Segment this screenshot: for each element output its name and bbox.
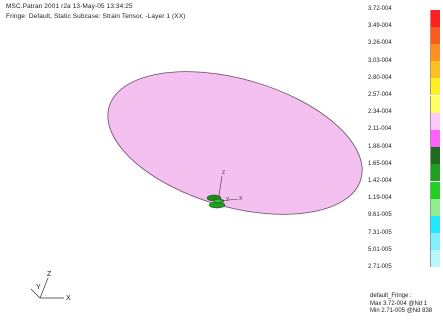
legend-swatch bbox=[430, 95, 440, 113]
legend-swatch bbox=[430, 250, 440, 268]
disc-surface bbox=[107, 71, 363, 215]
fringe-name: default_Fringe : bbox=[370, 293, 412, 299]
fringe-legend: 3.72-004 3.49-004 3.26-004 3.03-004 2.80-004… bbox=[368, 6, 440, 271]
fringe-max: Max 3.72-004 @Nd 1 bbox=[370, 300, 428, 307]
legend-value: 3.03-004 bbox=[368, 57, 392, 64]
fringe-min: Min 2.71-005 @Nd 838 bbox=[370, 308, 433, 314]
legend-value: 5.01-005 bbox=[368, 246, 392, 253]
legend-swatch bbox=[430, 61, 440, 79]
hub-element bbox=[213, 198, 225, 204]
legend-swatch bbox=[430, 233, 440, 251]
legend-value: 1.65-004 bbox=[368, 160, 392, 167]
triad-z-label: Z bbox=[47, 271, 52, 278]
triad-x-label: X bbox=[66, 295, 71, 302]
legend-swatch bbox=[430, 215, 440, 234]
legend-swatch bbox=[430, 198, 440, 216]
center-hub: Z Y X bbox=[206, 170, 243, 209]
legend-swatch bbox=[430, 129, 440, 148]
header-title: MSC.Patran 2001 r2a 13-May-05 13:34:25 bbox=[6, 3, 133, 10]
legend-value: 9.61-005 bbox=[368, 212, 392, 219]
fringe-summary: default_Fringe : Max 3.72-004 @Nd 1 Min … bbox=[370, 293, 432, 316]
legend-swatch bbox=[430, 43, 440, 62]
legend-value: 3.72-004 bbox=[368, 6, 392, 12]
legend-value: 2.71-005 bbox=[368, 264, 392, 270]
legend-value: 3.26-004 bbox=[368, 40, 392, 47]
global-triad: Z X Y bbox=[30, 271, 71, 302]
legend-swatch bbox=[430, 9, 440, 27]
legend-swatch bbox=[430, 112, 440, 130]
legend-value: 1.42-004 bbox=[368, 178, 392, 184]
triad-y-label: Y bbox=[36, 284, 41, 291]
legend-value: 2.34-004 bbox=[368, 109, 392, 116]
legend-swatch bbox=[430, 164, 440, 182]
legend-swatch bbox=[430, 26, 440, 44]
center-y-label: Y bbox=[226, 197, 230, 203]
legend-swatch bbox=[430, 147, 440, 165]
legend-value: 2.57-004 bbox=[368, 92, 392, 98]
legend-value: 3.49-004 bbox=[368, 23, 392, 30]
header-fringe-info: Fringe: Default, Static Subcase: Strain … bbox=[6, 13, 186, 20]
disc-model bbox=[107, 71, 363, 215]
triad-z-axis bbox=[39, 277, 49, 299]
legend-value: 2.80-004 bbox=[368, 74, 392, 81]
legend-value: 7.31-005 bbox=[368, 229, 392, 236]
legend-value: 1.88-004 bbox=[368, 143, 392, 150]
center-z-label: Z bbox=[222, 170, 225, 176]
legend-value: 1.19-004 bbox=[368, 195, 392, 202]
legend-swatch bbox=[430, 78, 440, 96]
triad-y-axis bbox=[30, 288, 41, 299]
legend-value: 2.11-004 bbox=[368, 126, 392, 133]
center-x-axis bbox=[219, 198, 239, 202]
legend-swatch bbox=[430, 181, 440, 199]
center-x-label: X bbox=[239, 196, 243, 202]
